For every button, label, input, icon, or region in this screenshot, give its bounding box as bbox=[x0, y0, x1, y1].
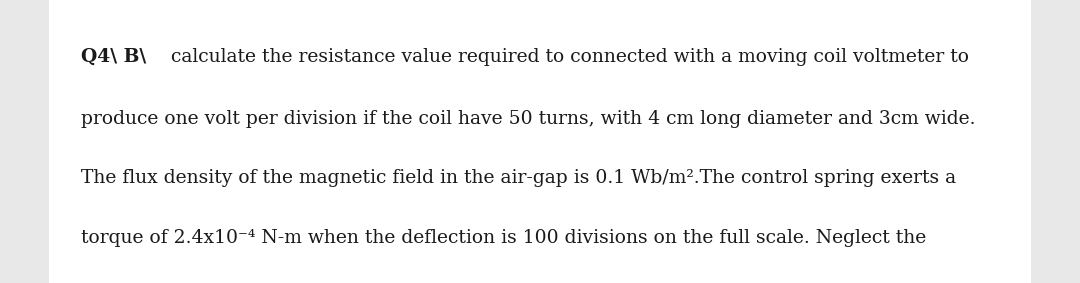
Text: produce one volt per division if the coil have 50 turns, with 4 cm long diameter: produce one volt per division if the coi… bbox=[81, 110, 975, 128]
Text: Q4\ B\: Q4\ B\ bbox=[81, 48, 146, 66]
Text: torque of 2.4x10⁻⁴ N-m when the deflection is 100 divisions on the full scale. N: torque of 2.4x10⁻⁴ N-m when the deflecti… bbox=[81, 229, 927, 247]
Text: The flux density of the magnetic field in the air-gap is 0.1 Wb/m².The control s: The flux density of the magnetic field i… bbox=[81, 169, 956, 187]
FancyBboxPatch shape bbox=[49, 0, 1031, 283]
Text: calculate the resistance value required to connected with a moving coil voltmete: calculate the resistance value required … bbox=[165, 48, 969, 66]
